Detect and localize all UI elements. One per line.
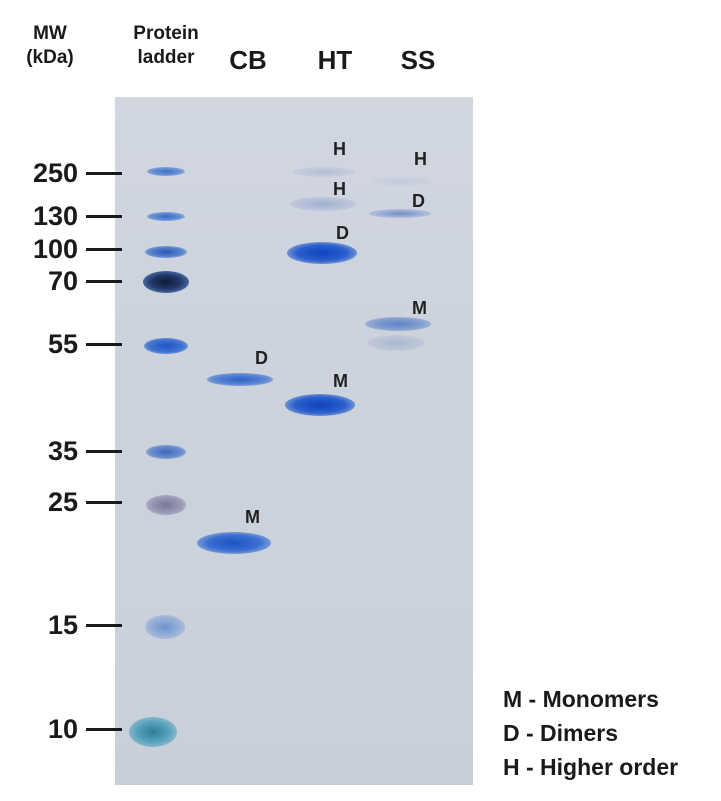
ladder-band-25 [146, 495, 186, 515]
cb-dimer-band [207, 373, 273, 386]
mw-label-10: 10 [47, 714, 78, 744]
ss-monomer-band [365, 317, 431, 331]
mw-tick-15 [86, 624, 122, 627]
mw-header: MW (kDa) [18, 22, 82, 70]
ladder-band-15 [145, 615, 185, 639]
mw-label-70: 70 [47, 266, 78, 296]
ss-higher-band [372, 177, 432, 186]
ht-label-monomer: M [333, 371, 348, 391]
lane-header-ss: SS [400, 45, 436, 75]
mw-label-25: 25 [47, 487, 78, 517]
ht-dimer-band [287, 242, 357, 264]
legend-monomers: M - Monomers [503, 686, 659, 712]
ladder-band-70 [143, 271, 189, 293]
cb-label-monomer: M [245, 507, 260, 527]
ss-label-dimer: D [412, 191, 425, 211]
mw-label-100: 100 [32, 234, 78, 264]
ht-label-higher-2: H [333, 179, 346, 199]
mw-tick-130 [86, 215, 122, 218]
legend-dimers: D - Dimers [503, 720, 619, 746]
ss-smear [367, 335, 425, 351]
ladder-header-line2: ladder [137, 47, 195, 68]
mw-label-130: 130 [32, 201, 78, 231]
ladder-header-line1: Protein [133, 23, 199, 44]
mw-tick-10 [86, 728, 122, 731]
legend-higher-order: H - Higher order [503, 754, 679, 780]
ss-dimer-band [369, 209, 431, 218]
gel-image [115, 97, 473, 785]
mw-label-250: 250 [32, 158, 78, 188]
ladder-band-250 [147, 167, 185, 176]
cb-label-dimer: D [255, 348, 268, 368]
ladder-band-35 [146, 445, 186, 459]
cb-monomer-band [197, 532, 271, 554]
ht-higher-band-1 [293, 167, 355, 177]
ladder-band-10 [129, 717, 177, 747]
ladder-band-130 [147, 212, 185, 221]
mw-tick-35 [86, 450, 122, 453]
mw-header-line2: (kDa) [26, 47, 74, 68]
ladder-band-100 [145, 246, 187, 258]
mw-tick-250 [86, 172, 122, 175]
mw-tick-55 [86, 343, 122, 346]
ht-higher-band-2 [290, 197, 356, 211]
mw-tick-100 [86, 248, 122, 251]
mw-tick-70 [86, 280, 122, 283]
ss-label-monomer: M [412, 298, 427, 318]
ht-label-dimer: D [336, 223, 349, 243]
mw-label-35: 35 [47, 436, 78, 466]
ss-label-higher: H [414, 149, 427, 169]
ladder-header: Protein ladder [122, 22, 210, 70]
mw-header-line1: MW [33, 23, 67, 44]
mw-label-55: 55 [47, 329, 78, 359]
mw-tick-25 [86, 501, 122, 504]
ht-label-higher-1: H [333, 139, 346, 159]
lane-header-cb: CB [229, 45, 267, 75]
mw-label-15: 15 [47, 610, 78, 640]
ladder-band-55 [144, 338, 188, 354]
ht-monomer-band [285, 394, 355, 416]
lane-header-ht: HT [317, 45, 353, 75]
